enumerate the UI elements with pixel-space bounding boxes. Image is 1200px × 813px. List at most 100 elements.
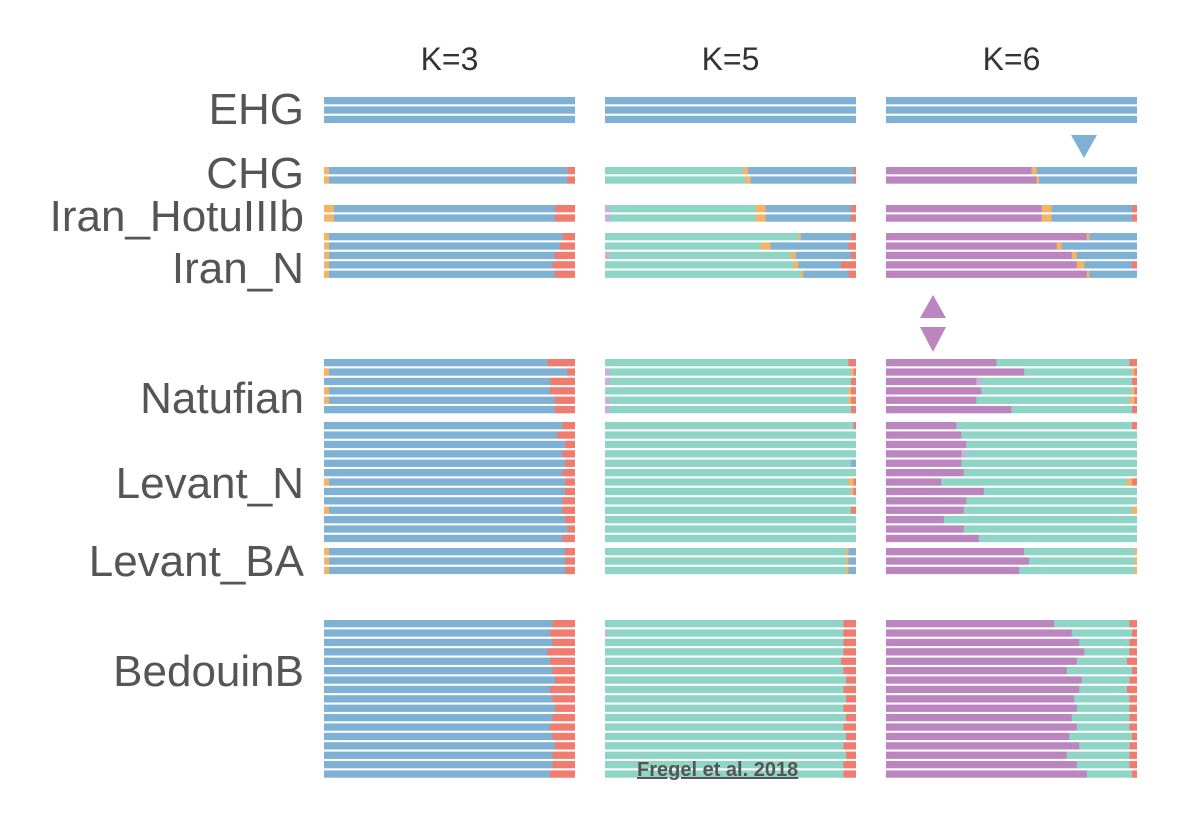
bar-segment — [886, 251, 1073, 260]
bar-segment — [557, 431, 575, 439]
bar-segment — [1129, 676, 1137, 684]
bar-segment — [848, 566, 856, 575]
bar-segment — [840, 261, 856, 269]
bar-segment — [324, 396, 330, 404]
bar-segment — [1126, 478, 1133, 486]
bar-segment — [324, 497, 563, 505]
bar-segment — [886, 261, 1078, 269]
bar-segment — [1081, 676, 1130, 684]
bar-segment — [329, 548, 566, 556]
bar-segment — [886, 548, 1025, 556]
bar-segment — [1131, 205, 1137, 213]
bar-segment — [843, 761, 856, 769]
bar-segment — [886, 115, 1137, 124]
bar-segment — [605, 387, 849, 395]
bar-segment — [605, 431, 856, 439]
bar-segment — [1084, 261, 1133, 269]
bar-segment — [1129, 714, 1137, 722]
bar-segment — [605, 506, 852, 514]
bar-segment — [976, 396, 1130, 404]
bar-segment — [886, 233, 1088, 241]
bar-segment — [605, 548, 847, 556]
bar-segment — [324, 732, 553, 741]
bar-segment — [1131, 629, 1137, 637]
bar-segment — [324, 548, 330, 556]
bar-segment — [886, 648, 1085, 656]
bar-segment — [324, 685, 551, 694]
bar-segment — [605, 751, 847, 759]
bar-segment — [605, 497, 856, 505]
bar-segment — [605, 770, 844, 778]
bar-segment — [748, 167, 854, 175]
bar-segment — [564, 487, 575, 496]
bar-segment — [605, 214, 611, 222]
bar-segment — [886, 205, 1043, 213]
bar-segment — [554, 270, 575, 278]
bar-segment — [845, 566, 849, 575]
bar-segment — [324, 270, 330, 278]
bar-segment — [605, 695, 847, 703]
bar-segment — [324, 106, 575, 114]
bar-segment — [329, 506, 563, 514]
bar-segment — [798, 233, 802, 241]
bar-segment — [554, 396, 575, 404]
bar-segment — [981, 387, 1133, 395]
bar-segment — [1131, 770, 1137, 778]
bar-segment — [605, 242, 762, 250]
bar-segment — [1129, 638, 1137, 647]
bar-segment — [1089, 233, 1137, 241]
bar-segment — [1129, 761, 1137, 769]
bar-segment — [845, 714, 856, 722]
bar-segment — [324, 714, 553, 722]
bar-segment — [1131, 261, 1137, 269]
bar-segment — [743, 167, 749, 175]
bar-segment — [324, 770, 551, 778]
bar-segment — [843, 742, 856, 750]
bar-segment — [850, 233, 856, 241]
bar-segment — [1129, 723, 1137, 731]
bar-segment — [760, 242, 772, 250]
bar-segment — [770, 242, 849, 250]
bar-segment — [1126, 685, 1137, 694]
bar-segment — [549, 629, 575, 637]
bar-segment — [605, 205, 611, 213]
bar-segment — [886, 525, 965, 533]
bar-segment — [329, 387, 551, 395]
bar-segment — [605, 478, 849, 486]
bar-segment — [1131, 368, 1135, 376]
bar-segment — [1129, 751, 1137, 759]
bar-segment — [963, 525, 1137, 533]
bar-segment — [843, 704, 856, 712]
bar-segment — [324, 695, 553, 703]
bar-segment — [886, 657, 1078, 665]
bar-segment — [845, 695, 856, 703]
bar-segment — [1131, 506, 1137, 514]
bar-segment — [1086, 233, 1090, 241]
bar-segment — [886, 97, 1137, 105]
bar-segment — [605, 106, 856, 114]
bar-segment — [983, 487, 1137, 496]
bar-segment — [886, 176, 1037, 184]
bar-segment — [605, 723, 844, 731]
bar-segment — [886, 368, 1025, 376]
bar-segment — [1066, 667, 1133, 675]
bar-segment — [605, 450, 856, 458]
bar-segment — [324, 242, 330, 250]
bar-segment — [324, 261, 330, 269]
bar-segment — [329, 176, 568, 184]
bar-segment — [605, 732, 847, 741]
bar-segment — [329, 261, 553, 269]
bar-segment — [1134, 368, 1137, 376]
bar-segment — [324, 648, 548, 656]
bar-segment — [610, 396, 849, 404]
bar-segment — [605, 714, 847, 722]
bar-segment — [552, 638, 575, 647]
bar-segment — [605, 676, 847, 684]
bar-segment — [1084, 648, 1130, 656]
bar-segment — [795, 251, 852, 260]
bar-segment — [850, 387, 856, 395]
bar-segment — [853, 167, 856, 175]
bar-segment — [324, 657, 551, 665]
bar-segment — [324, 667, 553, 675]
bar-segment — [564, 440, 575, 449]
